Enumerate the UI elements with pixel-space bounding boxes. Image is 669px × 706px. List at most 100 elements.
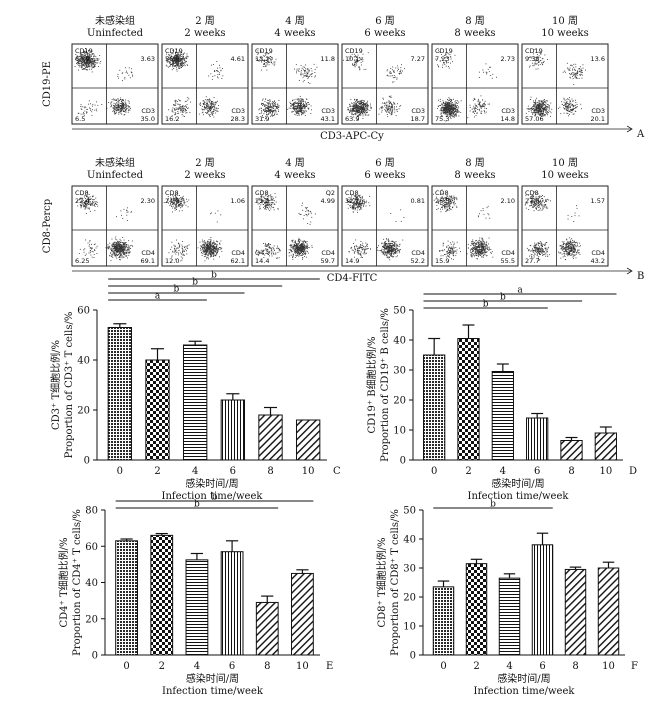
panel-letter: E	[326, 661, 333, 672]
quadrant-label: CD3	[411, 107, 425, 115]
quadrant-value: 14.9	[345, 257, 359, 265]
bar-10	[597, 567, 620, 656]
bar-2	[150, 534, 174, 656]
x-tick-label: 10	[296, 661, 309, 672]
scatter-dots	[524, 191, 581, 261]
x-tick-label: 2	[473, 661, 479, 672]
bar-2	[457, 338, 480, 461]
bar-0	[432, 586, 455, 656]
panel-title-zh: 2 周	[195, 157, 215, 169]
x-tick-label: 4	[194, 661, 200, 672]
quadrant-label: CD19	[435, 47, 453, 55]
y-tick-label: 30	[403, 564, 416, 575]
significance-label: b	[194, 500, 200, 510]
quadrant-label: CD3	[501, 107, 515, 115]
quadrant-value: 26.5	[435, 197, 449, 205]
quadrant-value: 7.27	[411, 55, 425, 63]
quadrant-value: 0.81	[411, 197, 425, 205]
y-tick-label: 60	[77, 306, 90, 317]
quadrant-value: 75.3	[435, 115, 449, 123]
y-tick-label: 50	[393, 306, 406, 317]
bar-8	[560, 440, 583, 461]
quadrant-value: 27.5	[525, 197, 539, 205]
y-tick-label: 40	[77, 356, 90, 367]
y-tick-label: 20	[403, 593, 416, 604]
x-tick-label: 0	[431, 466, 437, 477]
quadrant-value: 57.06	[525, 115, 544, 123]
quadrant-value: 43.2	[591, 257, 605, 265]
y-tick-label: 20	[393, 396, 406, 407]
quadrant-label: CD19	[345, 47, 363, 55]
quadrant-value: 20.1	[591, 115, 605, 123]
bar-8	[255, 601, 279, 656]
x-tick-label: 8	[568, 466, 574, 477]
quadrant-value: 3.63	[141, 55, 155, 63]
quadrant-value: 55.5	[501, 257, 515, 265]
quadrant-label: CD3	[231, 107, 245, 115]
x-tick-label: 2	[154, 466, 160, 477]
significance-label: b	[500, 293, 506, 303]
bar-0	[107, 327, 133, 461]
bar-10	[295, 419, 321, 461]
scatter-dots	[433, 189, 494, 260]
bar-4	[491, 371, 514, 461]
x-axis-label: CD3-APC-Cy	[320, 131, 384, 142]
y-axis-label-en: Proportion of CD4⁺ T cells/%	[72, 509, 83, 656]
panel-title-en: 2 weeks	[184, 28, 225, 39]
significance-label: b	[173, 285, 179, 295]
scatter-dots	[525, 49, 586, 119]
y-tick-label: 50	[403, 506, 416, 517]
y-axis-label: CD19-PE	[42, 61, 53, 107]
panel-title-zh: 10 周	[552, 157, 578, 169]
bar-6	[220, 551, 244, 656]
significance-label: a	[517, 286, 523, 296]
quadrant-value: 62.1	[231, 257, 245, 265]
scatter-dots	[346, 194, 405, 261]
x-tick-label: 8	[267, 466, 273, 477]
x-axis-label-en: Infection time/week	[474, 686, 576, 697]
significance-label: b	[483, 300, 489, 310]
y-tick-label: 0	[400, 456, 406, 467]
quadrant-value: 56.9	[165, 55, 179, 63]
quadrant-value: 11.8	[321, 55, 335, 63]
y-tick-label: 10	[393, 426, 406, 437]
x-tick-label: 0	[440, 661, 446, 672]
quadrant-value: 13.6	[591, 55, 605, 63]
y-tick-label: 10	[403, 622, 416, 633]
quadrant-label: CD3	[591, 107, 605, 115]
y-axis-label-en: Proportion of CD8⁺ T cells/%	[390, 509, 401, 656]
panel-title-en: 2 weeks	[184, 170, 225, 181]
quadrant-label: CD4	[141, 249, 155, 257]
bar-chart-d: 0 10 20 30 40 50 0 2 4 6 8 10 b b a CD19⁺ B细胞比例/% Propor…	[365, 286, 637, 503]
x-axis-label-zh: 感染时间/周	[491, 477, 544, 490]
scatter-dots	[255, 50, 318, 120]
quadrant-value: 32.1	[345, 197, 359, 205]
quadrant-value: 21.3	[255, 197, 269, 205]
quadrant-label: CD3	[321, 107, 335, 115]
panel-title-zh: 4 周	[285, 157, 305, 169]
y-tick-label: 40	[403, 535, 416, 546]
bar-4	[182, 344, 208, 461]
significance-label: a	[155, 292, 161, 302]
quadrant-label: Q4	[255, 249, 264, 257]
quadrant-label: CD4	[231, 249, 245, 257]
quadrant-value: 4.99	[321, 197, 335, 205]
panel-title-en: 10 weeks	[541, 170, 589, 181]
y-tick-label: 60	[85, 542, 98, 553]
quadrant-label: CD19	[165, 47, 183, 55]
bar-chart-c: 0 20 40 60 0 2 4 6 8 10 a b b b CD3⁺ T细胞比例/% Proportion…	[49, 271, 341, 503]
quadrant-label: CD4	[591, 249, 605, 257]
panel-title-en: Uninfected	[87, 28, 144, 39]
y-tick-label: 0	[410, 651, 416, 662]
quadrant-label: CD8	[255, 189, 269, 197]
quadrant-label: CD8	[165, 189, 179, 197]
y-tick-label: 0	[84, 456, 90, 467]
quadrant-value: 27.7	[525, 257, 539, 265]
arrow-head	[626, 125, 633, 133]
